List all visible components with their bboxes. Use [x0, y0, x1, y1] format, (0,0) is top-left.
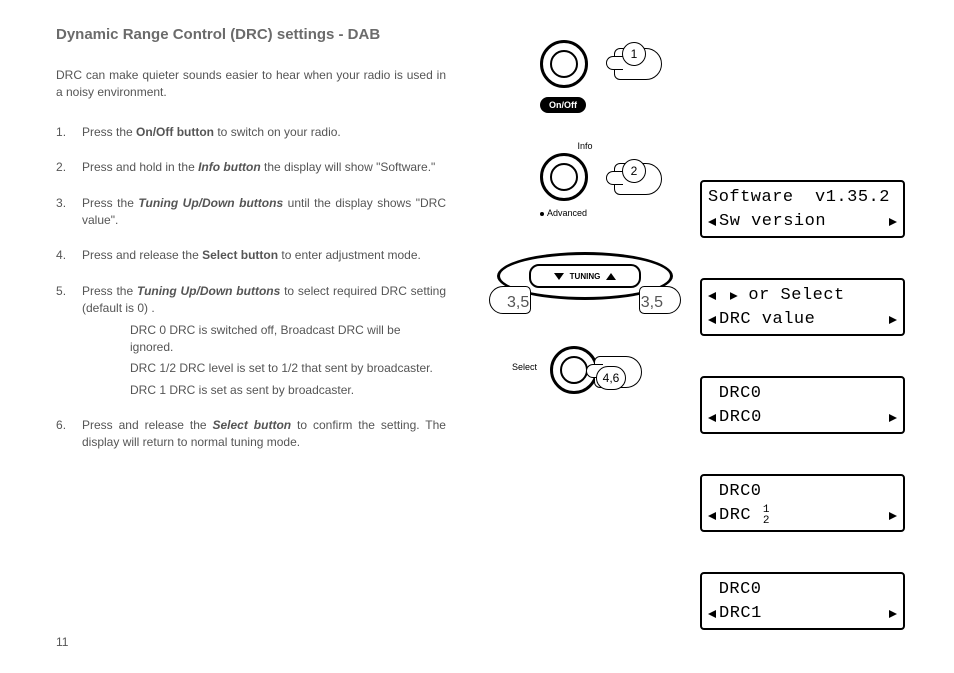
step-4-pre: Press and release the [82, 248, 202, 262]
lcd-column: Software v1.35.2 Sw version or Select DR… [700, 180, 920, 670]
step-5-pre: Press the [82, 284, 137, 298]
step-2-bold: Info button [198, 160, 261, 174]
onoff-press-icon: 1 On/Off [540, 40, 630, 113]
lcd-line: or Select [748, 285, 844, 308]
triangle-down-icon [554, 273, 564, 280]
icon-column: 1 On/Off Info 2 Advanced [480, 40, 690, 399]
tuning-rocker-icon: TUNING 3,5 3,5 [495, 252, 675, 300]
lcd-line: DRC [719, 505, 762, 528]
triangle-up-icon [606, 273, 616, 280]
step-6-pre: Press and release the [82, 418, 213, 432]
drc1-desc: DRC 1 DRC is set as sent by broadcaster. [130, 382, 446, 399]
lcd-software: Software v1.35.2 Sw version [700, 180, 905, 238]
arrow-left-icon [708, 512, 716, 520]
select-press-icon: Select 4,6 [520, 346, 640, 399]
manual-page: Dynamic Range Control (DRC) settings - D… [0, 0, 954, 673]
step-list: Press the On/Off button to switch on you… [56, 124, 446, 452]
step-badge-35-right: 3,5 [641, 294, 663, 312]
step-4-post: to enter adjustment mode. [278, 248, 421, 262]
arrow-left-icon [708, 218, 716, 226]
info-press-icon: Info 2 Advanced [540, 141, 630, 218]
info-label: Info [540, 141, 630, 151]
step-4: Press and release the Select button to e… [56, 247, 446, 264]
drc0-desc: DRC 0 DRC is switched off, Broadcast DRC… [130, 322, 446, 357]
lcd-line: DRC0 [708, 383, 762, 406]
lcd-line: DRC1 [719, 603, 762, 626]
onoff-knob-icon [540, 40, 588, 88]
step-1-post: to switch on your radio. [214, 125, 341, 139]
lcd-line: DRC0 [708, 579, 762, 602]
step-1-bold: On/Off button [136, 125, 214, 139]
step-3-bold: Tuning Up/Down buttons [138, 196, 283, 210]
lcd-line: DRC0 [708, 481, 762, 504]
step-3-pre: Press the [82, 196, 138, 210]
step-3: Press the Tuning Up/Down buttons until t… [56, 195, 446, 230]
lcd-drc1: DRC0 DRC1 [700, 572, 905, 630]
lcd-line: DRC value [719, 309, 815, 332]
step-2-pre: Press and hold in the [82, 160, 198, 174]
lcd-line: DRC0 [719, 407, 762, 430]
select-label: Select [512, 362, 537, 372]
arrow-left-icon [708, 414, 716, 422]
arrow-right-icon [889, 316, 897, 324]
arrow-right-icon [889, 218, 897, 226]
rocker-pill-icon: TUNING [529, 264, 641, 288]
onoff-label: On/Off [540, 97, 586, 113]
tuning-label: TUNING [570, 272, 601, 281]
step-5: Press the Tuning Up/Down buttons to sele… [56, 283, 446, 399]
step-6: Press and release the Select button to c… [56, 417, 446, 452]
drc-half-desc: DRC 1/2 DRC level is set to 1/2 that sen… [130, 360, 446, 377]
arrow-left-icon [708, 316, 716, 324]
lcd-drc-half: DRC0 DRC 12 [700, 474, 905, 532]
onoff-label-wrap: On/Off [540, 93, 630, 113]
arrow-left-icon [708, 292, 716, 300]
lcd-drc0: DRC0 DRC0 [700, 376, 905, 434]
dot-icon [540, 212, 544, 216]
advanced-label: Advanced [547, 208, 587, 218]
advanced-label-wrap: Advanced [540, 208, 630, 218]
arrow-right-icon [889, 414, 897, 422]
lcd-line: Sw version [719, 211, 826, 234]
arrow-right-icon [889, 512, 897, 520]
step-badge-1: 1 [622, 42, 646, 66]
instructions-column: Dynamic Range Control (DRC) settings - D… [56, 26, 446, 470]
fraction-half-icon: 12 [763, 505, 770, 527]
half-bottom: 2 [763, 516, 770, 527]
info-knob-icon [540, 153, 588, 201]
step-badge-35-left: 3,5 [507, 294, 529, 312]
arrow-right-icon [730, 292, 738, 300]
step-1: Press the On/Off button to switch on you… [56, 124, 446, 141]
step-badge-2: 2 [622, 159, 646, 183]
step-4-bold: Select button [202, 248, 278, 262]
step-5-bold: Tuning Up/Down buttons [137, 284, 280, 298]
lcd-select-drc: or Select DRC value [700, 278, 905, 336]
lcd-line: Software v1.35.2 [708, 187, 890, 210]
page-number: 11 [56, 635, 68, 649]
intro-text: DRC can make quieter sounds easier to he… [56, 67, 446, 102]
arrow-left-icon [708, 610, 716, 618]
page-title: Dynamic Range Control (DRC) settings - D… [56, 26, 446, 43]
step-5-sublist: DRC 0 DRC is switched off, Broadcast DRC… [82, 322, 446, 400]
step-6-bold: Select button [213, 418, 292, 432]
step-2: Press and hold in the Info button the di… [56, 159, 446, 176]
step-2-post: the display will show "Software." [261, 160, 436, 174]
arrow-right-icon [889, 610, 897, 618]
step-1-pre: Press the [82, 125, 136, 139]
step-badge-46: 4,6 [596, 366, 626, 390]
